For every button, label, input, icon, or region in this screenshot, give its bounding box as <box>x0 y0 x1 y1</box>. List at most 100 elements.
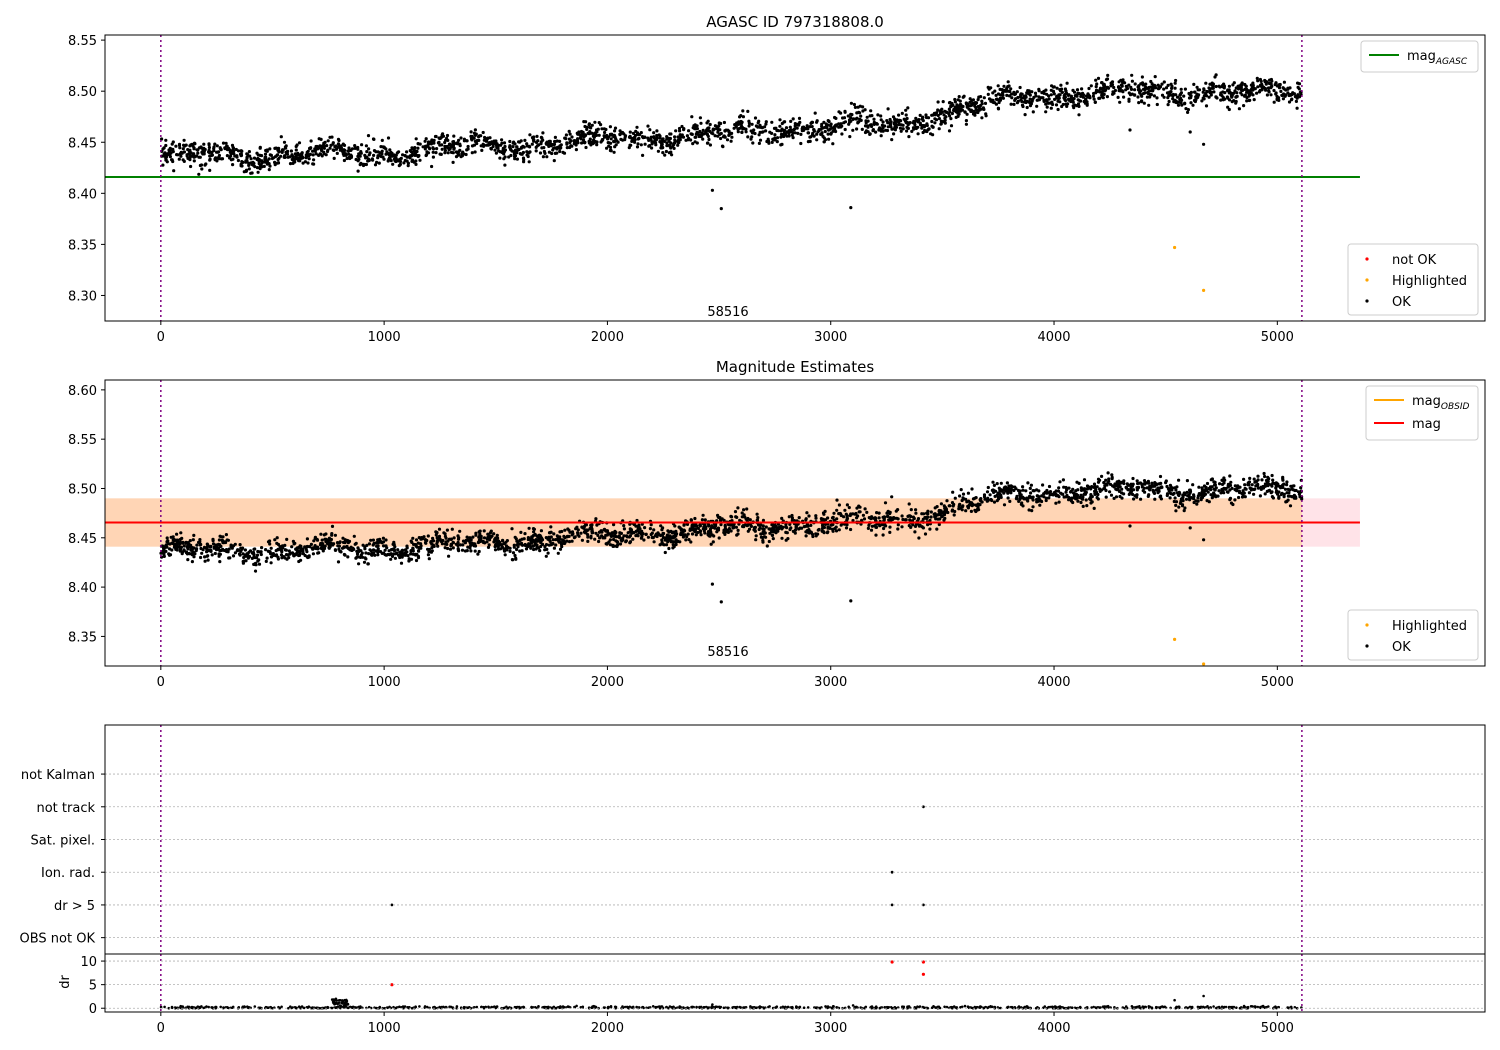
data-point <box>1093 100 1097 104</box>
data-point <box>186 156 190 160</box>
data-point <box>925 122 929 126</box>
data-point <box>814 516 818 520</box>
data-point <box>986 485 990 490</box>
data-point <box>787 134 791 138</box>
data-point <box>449 144 453 148</box>
data-point <box>717 536 721 540</box>
data-point <box>648 527 653 531</box>
data-point <box>980 99 984 103</box>
data-point <box>197 172 201 176</box>
data-point <box>1022 496 1026 500</box>
data-point <box>580 141 584 145</box>
data-point <box>852 117 856 121</box>
data-point <box>622 527 627 531</box>
data-point <box>445 136 449 140</box>
data-point <box>196 151 200 155</box>
data-point <box>765 544 769 548</box>
data-point <box>1283 487 1288 491</box>
data-point <box>489 535 493 539</box>
data-point <box>208 157 212 161</box>
data-point <box>1283 94 1287 98</box>
data-point <box>1282 492 1286 496</box>
data-point <box>1174 509 1178 513</box>
data-point <box>690 532 695 536</box>
data-point <box>544 554 548 558</box>
data-point <box>665 141 669 145</box>
data-point <box>992 500 997 504</box>
data-point <box>1264 82 1268 86</box>
data-point <box>914 511 918 515</box>
data-point <box>375 540 380 544</box>
data-point <box>617 534 621 538</box>
data-point <box>875 510 879 515</box>
data-point <box>367 552 371 556</box>
data-point <box>570 135 574 139</box>
data-point <box>228 156 232 160</box>
data-point <box>1173 81 1177 85</box>
data-point <box>257 558 261 562</box>
data-point <box>373 553 377 557</box>
data-point <box>1167 99 1171 104</box>
data-point <box>171 535 175 539</box>
data-point <box>369 549 373 553</box>
data-point <box>360 551 364 555</box>
data-point <box>1098 96 1102 100</box>
data-point <box>1227 91 1231 95</box>
data-point <box>722 518 726 523</box>
data-point <box>834 529 839 533</box>
data-point <box>477 549 481 554</box>
data-point <box>595 143 599 147</box>
data-point <box>513 148 518 152</box>
data-point <box>718 128 722 132</box>
data-point <box>1277 86 1282 90</box>
data-point <box>926 116 931 120</box>
data-point <box>1148 486 1153 490</box>
data-point <box>395 551 399 555</box>
data-point <box>1056 107 1060 112</box>
data-point <box>751 141 755 145</box>
data-point <box>872 117 876 121</box>
data-point <box>252 553 256 557</box>
data-point <box>968 104 972 108</box>
data-point <box>405 150 409 154</box>
data-point <box>784 538 788 542</box>
data-point <box>868 114 872 118</box>
data-point <box>1199 498 1203 502</box>
data-point <box>1117 80 1121 84</box>
data-point <box>652 540 656 544</box>
data-point <box>1201 489 1206 493</box>
data-point <box>514 537 518 541</box>
data-point <box>236 158 240 163</box>
data-point <box>476 552 480 556</box>
data-point <box>190 560 194 564</box>
data-point <box>1015 497 1019 501</box>
data-point <box>1271 478 1275 482</box>
data-point <box>1267 89 1271 93</box>
data-point <box>863 507 867 511</box>
data-point <box>552 146 556 150</box>
data-point <box>210 553 214 557</box>
data-point <box>356 147 360 151</box>
data-point <box>636 526 640 531</box>
data-point <box>247 150 251 154</box>
panel1-line-legend: magAGASC <box>1360 40 1479 73</box>
data-point <box>996 106 1001 110</box>
data-point <box>298 544 302 548</box>
data-point <box>297 559 301 564</box>
data-point <box>935 527 939 531</box>
data-point <box>774 524 778 528</box>
data-point <box>804 517 808 521</box>
data-point <box>168 155 172 159</box>
data-point <box>537 546 541 550</box>
data-point <box>869 528 874 532</box>
data-point <box>639 536 644 540</box>
data-point <box>273 538 277 542</box>
data-point <box>304 546 308 551</box>
data-point <box>512 154 517 158</box>
data-point <box>736 122 741 126</box>
data-point <box>193 154 197 158</box>
data-point <box>1214 84 1218 89</box>
data-point <box>334 144 338 148</box>
data-point <box>224 533 228 537</box>
data-point <box>1062 495 1066 499</box>
